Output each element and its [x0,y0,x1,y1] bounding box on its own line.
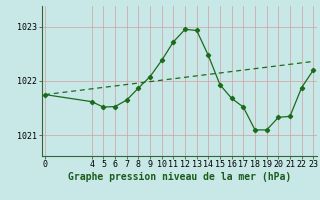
X-axis label: Graphe pression niveau de la mer (hPa): Graphe pression niveau de la mer (hPa) [68,172,291,182]
